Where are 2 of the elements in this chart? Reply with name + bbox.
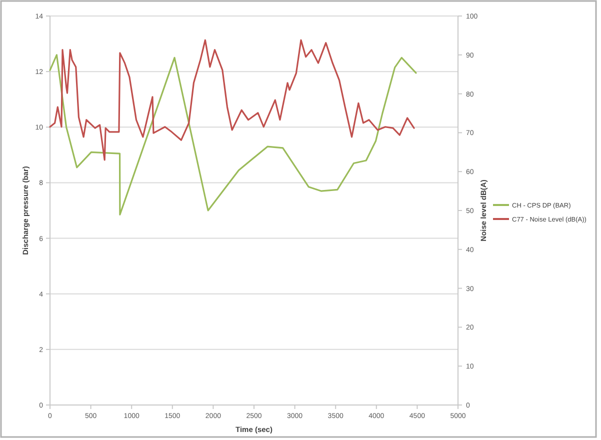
line-series	[49, 54, 417, 216]
line-series	[49, 39, 415, 161]
